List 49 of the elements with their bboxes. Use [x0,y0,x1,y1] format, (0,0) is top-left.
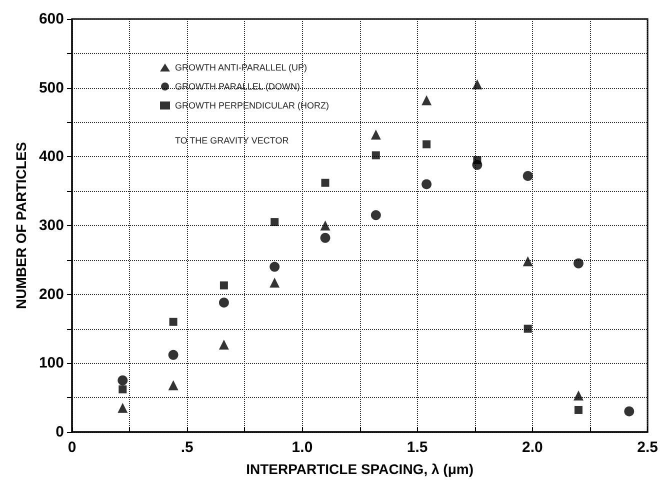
point [372,151,380,160]
y-tick-label: 100 [38,354,64,372]
point [524,324,532,333]
point [574,258,584,268]
point [169,318,178,326]
point [522,256,533,266]
x-tick-label: 2.5 [637,439,658,456]
point [218,340,229,350]
point [118,375,128,386]
point [422,140,431,148]
point [218,298,229,308]
legend-label: GROWTH ANTI-PARALLEL (UP) [175,62,308,72]
annotation: TO THE GRAVITY VECTOR [175,136,290,146]
y-tick-label: 200 [38,286,64,303]
point [574,390,584,401]
x-tick-label: 1.5 [406,439,428,456]
point [321,178,330,187]
point [370,210,381,220]
y-axis-title: NUMBER OF PARTICLES [13,142,29,309]
x-tick-label: .5 [180,439,194,456]
point [422,95,432,106]
point [320,220,330,230]
y-tick-label: 300 [38,217,64,234]
point [370,130,381,140]
y-tick-label: 500 [38,79,64,96]
x-tick-label: 2.0 [522,439,543,456]
point [574,406,583,414]
y-tick-label: 600 [38,10,64,28]
point [522,170,533,181]
point [118,385,127,394]
legend-label: GROWTH PARALLEL (DOWN) [175,82,300,92]
point [168,350,178,360]
x-tick-label: 1.0 [292,439,313,456]
point [220,281,228,290]
y-tick-label: 400 [38,148,64,166]
point [270,262,280,272]
legend-label: GROWTH PERPENDICULAR (HORZ) [175,100,330,110]
point [472,79,482,90]
point [118,402,128,413]
point [270,218,279,226]
x-tick-label: 0 [68,439,76,456]
point [320,232,330,243]
y-tick-label: 0 [56,424,64,440]
point [624,406,634,416]
point [270,278,280,288]
point [168,380,178,390]
x-axis-title: INTERPARTICLE SPACING, λ (μm) [246,461,474,477]
point [422,179,432,190]
point [473,156,482,164]
